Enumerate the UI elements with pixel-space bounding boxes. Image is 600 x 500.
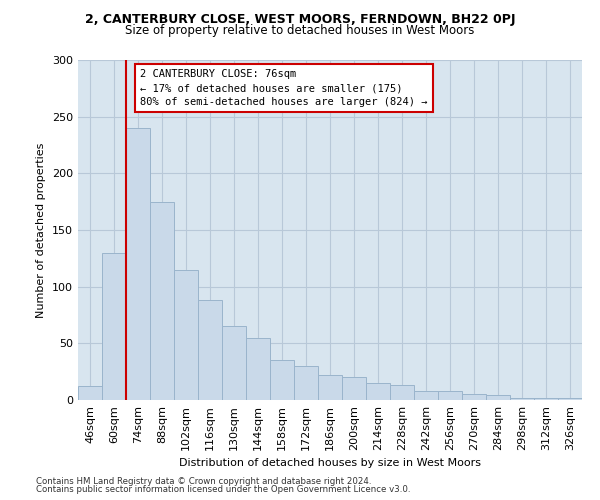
Bar: [414, 391, 438, 400]
Bar: [462, 394, 486, 400]
Bar: [390, 386, 414, 400]
Bar: [198, 300, 222, 400]
Bar: [246, 338, 270, 400]
Text: Contains public sector information licensed under the Open Government Licence v3: Contains public sector information licen…: [36, 485, 410, 494]
Bar: [366, 383, 390, 400]
Bar: [174, 270, 198, 400]
Bar: [126, 128, 150, 400]
Text: 2 CANTERBURY CLOSE: 76sqm
← 17% of detached houses are smaller (175)
80% of semi: 2 CANTERBURY CLOSE: 76sqm ← 17% of detac…: [140, 69, 428, 107]
Bar: [342, 378, 366, 400]
X-axis label: Distribution of detached houses by size in West Moors: Distribution of detached houses by size …: [179, 458, 481, 468]
Bar: [558, 398, 582, 400]
Bar: [294, 366, 318, 400]
Bar: [270, 360, 294, 400]
Text: Contains HM Land Registry data © Crown copyright and database right 2024.: Contains HM Land Registry data © Crown c…: [36, 477, 371, 486]
Bar: [510, 398, 534, 400]
Bar: [486, 396, 510, 400]
Bar: [318, 375, 342, 400]
Y-axis label: Number of detached properties: Number of detached properties: [37, 142, 46, 318]
Bar: [78, 386, 102, 400]
Bar: [534, 398, 558, 400]
Bar: [102, 252, 126, 400]
Bar: [150, 202, 174, 400]
Text: 2, CANTERBURY CLOSE, WEST MOORS, FERNDOWN, BH22 0PJ: 2, CANTERBURY CLOSE, WEST MOORS, FERNDOW…: [85, 12, 515, 26]
Text: Size of property relative to detached houses in West Moors: Size of property relative to detached ho…: [125, 24, 475, 37]
Bar: [222, 326, 246, 400]
Bar: [438, 391, 462, 400]
